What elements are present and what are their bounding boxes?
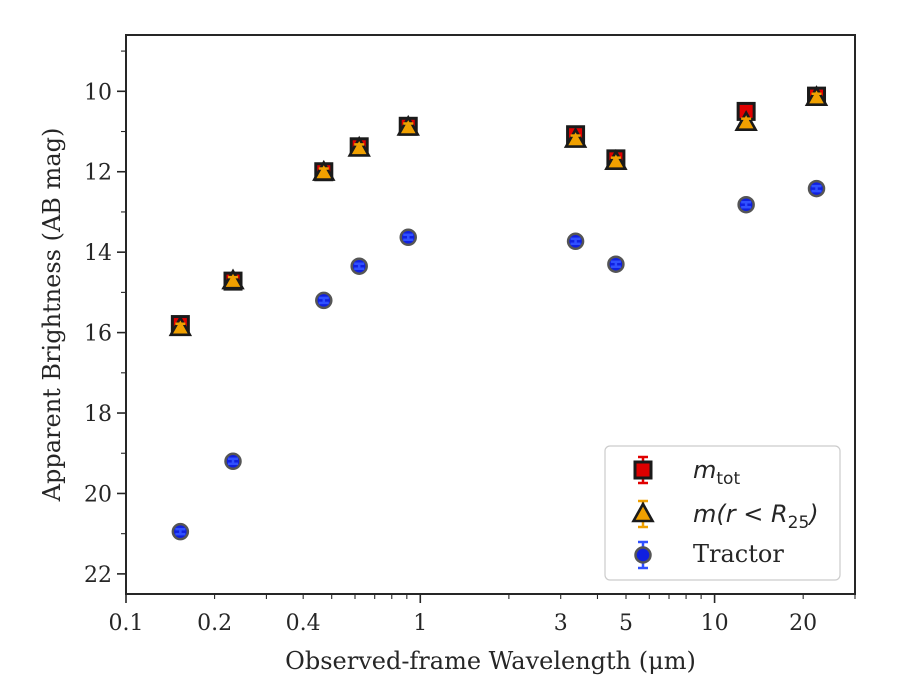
x-axis-ticks: 0.1 0.2 0.4 1 3 5 10 20 bbox=[109, 594, 856, 636]
legend-label-m-r25: m(r < R25) bbox=[693, 500, 819, 533]
y-tick-label: 12 bbox=[84, 161, 112, 186]
y-tick-label: 22 bbox=[84, 563, 112, 588]
legend-label-tractor: Tractor bbox=[693, 540, 784, 568]
x-tick-label: 0.2 bbox=[197, 611, 232, 636]
legend-markers bbox=[631, 455, 655, 570]
legend-label-mtot: mtot bbox=[693, 456, 740, 489]
data-points bbox=[168, 85, 829, 541]
y-tick-label: 18 bbox=[84, 402, 112, 427]
x-tick-label: 0.1 bbox=[109, 611, 144, 636]
legend-frame bbox=[604, 445, 841, 581]
x-tick-label: 3 bbox=[554, 611, 568, 636]
x-axis-label: Observed-frame Wavelength (μm) bbox=[285, 647, 696, 675]
y-axis-ticks: 10 12 14 16 18 20 22 bbox=[84, 50, 126, 588]
x-tick-label: 20 bbox=[789, 611, 817, 636]
y-tick-label: 10 bbox=[84, 80, 112, 105]
y-tick-label: 14 bbox=[84, 241, 112, 266]
legend-marker-mtot bbox=[633, 460, 653, 480]
y-axis-label: Apparent Brightness (AB mag) bbox=[38, 128, 66, 503]
y-tick-label: 16 bbox=[84, 322, 112, 347]
x-tick-label: 0.4 bbox=[286, 611, 321, 636]
x-tick-label: 5 bbox=[619, 611, 633, 636]
x-tick-label: 10 bbox=[701, 611, 729, 636]
legend: mtot m(r < R25) Tractor bbox=[604, 445, 841, 581]
y-tick-label: 20 bbox=[84, 482, 112, 507]
legend-marker-m-r25 bbox=[631, 501, 655, 523]
legend-marker-tractor bbox=[634, 546, 652, 564]
x-tick-label: 1 bbox=[413, 611, 427, 636]
